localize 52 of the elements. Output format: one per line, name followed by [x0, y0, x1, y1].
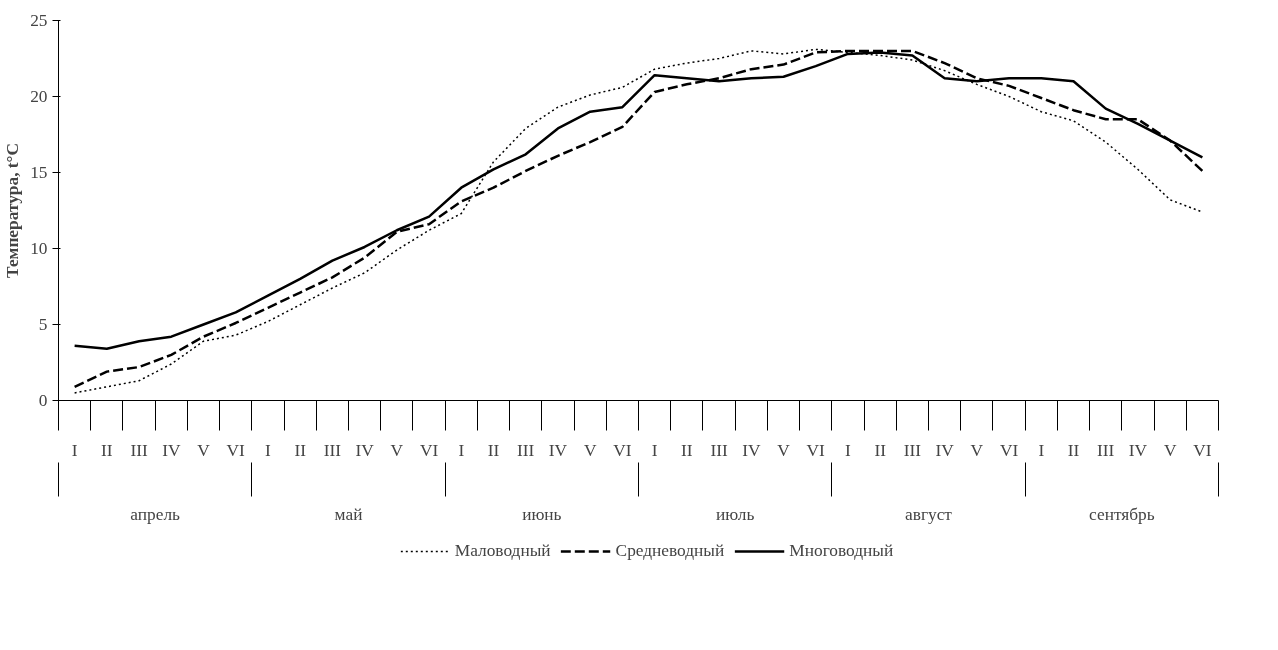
y-tick-label: 0 [38, 391, 48, 410]
x-tick-label: I [1038, 440, 1045, 460]
x-tick-label: VI [419, 440, 439, 460]
x-tick-label: II [874, 440, 887, 460]
text: май [334, 504, 363, 524]
x-tick-label: IV [742, 440, 761, 460]
x-tick-label: V [970, 440, 984, 460]
text: апрель [130, 504, 181, 524]
x-tick-label: V [197, 440, 211, 460]
x-tick-label: I [845, 440, 852, 460]
y-tick-label: 25 [30, 11, 48, 30]
x-tick-label: VI [999, 440, 1019, 460]
x-tick-label: I [458, 440, 465, 460]
x-tick-label: IV [935, 440, 955, 460]
x-tick-label: VI [226, 440, 246, 460]
text: июль [716, 504, 755, 524]
y-tick-label: 20 [30, 87, 48, 106]
x-tick-label: III [710, 440, 728, 460]
x-tick-label: II [487, 440, 500, 460]
x-tick-label: I [651, 440, 658, 460]
x-tick-label: IV [162, 440, 181, 460]
x-tick-label: VI [1193, 440, 1212, 460]
text: июнь [522, 504, 562, 524]
x-tick-label: V [777, 440, 791, 460]
legend-label: Маловодный [454, 541, 551, 561]
x-tick-label: II [681, 440, 693, 460]
text: сентябрь [1089, 504, 1155, 524]
x-tick-label: V [583, 440, 597, 460]
x-tick-label: I [71, 440, 78, 460]
x-tick-label: I [265, 440, 272, 460]
x-tick-label: VI [613, 440, 632, 460]
x-tick-label: II [294, 440, 307, 460]
x-tick-label: III [517, 440, 535, 460]
legend-label: Средневодный [615, 541, 725, 561]
x-tick-label: III [323, 440, 342, 460]
x-tick-label: III [1097, 440, 1115, 460]
x-tick-label: VI [806, 440, 826, 460]
x-tick-label: III [903, 440, 922, 460]
x-tick-label: IV [1128, 440, 1148, 460]
x-tick-label: II [101, 440, 113, 460]
x-tick-label: IV [355, 440, 375, 460]
x-tick-label: IV [548, 440, 568, 460]
x-tick-label: II [1067, 440, 1080, 460]
y-axis-title: Температура, t°С [3, 142, 23, 279]
x-tick-label: V [390, 440, 404, 460]
legend-label: Многоводный [789, 541, 894, 561]
y-tick-label: 5 [38, 315, 48, 334]
text: август [905, 504, 953, 524]
y-tick-label: 10 [30, 239, 48, 258]
x-tick-label: V [1163, 440, 1177, 460]
x-tick-label: III [130, 440, 148, 460]
y-tick-label: 15 [30, 163, 48, 182]
